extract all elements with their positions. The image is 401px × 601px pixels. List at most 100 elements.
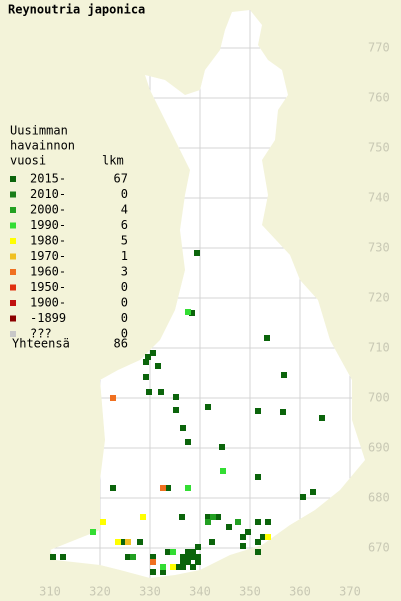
legend-count: 0 <box>121 187 128 201</box>
observation-square <box>255 519 261 525</box>
observation-square <box>120 539 126 545</box>
legend-swatch <box>10 176 16 182</box>
observation-square <box>180 554 186 560</box>
observation-square <box>185 485 191 491</box>
observation-square <box>165 485 171 491</box>
observation-square <box>190 549 196 555</box>
observation-square <box>265 519 271 525</box>
legend-label: 2015- <box>30 172 66 186</box>
observation-square <box>170 549 176 555</box>
legend-label: 1960- <box>30 265 66 279</box>
legend-label: 1990- <box>30 218 66 232</box>
observation-square <box>180 564 186 570</box>
observation-square <box>260 534 266 540</box>
observation-square <box>219 444 225 450</box>
observation-square <box>209 539 215 545</box>
observation-square <box>160 569 166 575</box>
observation-square <box>180 559 186 565</box>
observation-square <box>170 564 176 570</box>
observation-square <box>158 389 164 395</box>
legend-label: 1950- <box>30 280 66 294</box>
observation-square <box>137 539 143 545</box>
observation-square <box>190 564 196 570</box>
legend-count: 0 <box>121 280 128 294</box>
observation-square <box>173 407 179 413</box>
x-tick-label: 330 <box>139 585 161 599</box>
finland-outline <box>50 10 365 578</box>
observation-square <box>130 554 136 560</box>
observation-square <box>255 408 261 414</box>
observations <box>50 250 325 575</box>
observation-square <box>240 543 246 549</box>
legend-swatch <box>10 238 16 244</box>
x-tick-label: 340 <box>189 585 211 599</box>
total-label: Yhteensä <box>12 337 70 351</box>
observation-square <box>173 394 179 400</box>
observation-square <box>165 549 171 555</box>
observation-square <box>205 514 211 520</box>
observation-square <box>185 549 191 555</box>
observation-square <box>319 415 325 421</box>
observation-square <box>60 554 66 560</box>
y-tick-label: 760 <box>368 91 390 105</box>
observation-square <box>280 409 286 415</box>
legend-count: 0 <box>121 296 128 310</box>
y-tick-label: 710 <box>368 341 390 355</box>
legend-swatch <box>10 253 16 260</box>
observation-square <box>155 363 161 369</box>
legend-count-header: lkm <box>102 154 124 168</box>
y-tick-label: 730 <box>368 241 390 255</box>
legend-title: vuosi <box>10 154 46 168</box>
legend: 2015- 67 2010- 0 2000- 4 1990- 6 1980- 5 1970- 1 196… <box>10 172 128 351</box>
legend-title: Uusimman <box>10 124 68 138</box>
observation-square <box>143 359 149 365</box>
x-tick-label: 350 <box>239 585 261 599</box>
observation-square <box>195 544 201 550</box>
observation-square <box>150 559 156 565</box>
y-tick-label: 680 <box>368 491 390 505</box>
observation-square <box>50 554 56 560</box>
legend-swatch <box>10 315 16 322</box>
legend-count: 5 <box>121 234 128 248</box>
x-tick-label: 370 <box>339 585 361 599</box>
y-tick-label: 670 <box>368 541 390 555</box>
observation-square <box>300 494 306 500</box>
legend-label: ??? <box>30 327 52 341</box>
observation-square <box>185 554 191 560</box>
observation-square <box>264 335 270 341</box>
observation-square <box>255 549 261 555</box>
observation-square <box>205 519 211 525</box>
observation-square <box>235 519 241 525</box>
legend-swatch <box>10 300 16 306</box>
y-tick-label: 720 <box>368 291 390 305</box>
legend-count: 1 <box>121 249 128 263</box>
legend-label: 1900- <box>30 296 66 310</box>
x-tick-label: 360 <box>289 585 311 599</box>
observation-square <box>180 425 186 431</box>
legend-swatch <box>10 222 16 229</box>
observation-square <box>189 310 195 316</box>
legend-swatch <box>10 269 16 275</box>
observation-square <box>215 514 221 520</box>
legend-swatch <box>10 284 16 291</box>
observation-square <box>205 404 211 410</box>
total-count: 86 <box>114 337 128 351</box>
legend-count: 0 <box>121 327 128 341</box>
observation-square <box>110 485 116 491</box>
legend-label: 1980- <box>30 234 66 248</box>
observation-square <box>240 534 246 540</box>
observation-square <box>210 514 216 520</box>
observation-square <box>140 514 146 520</box>
observation-square <box>150 569 156 575</box>
observation-square <box>145 354 151 360</box>
y-tick-label: 770 <box>368 41 390 55</box>
legend-title: havainnon <box>10 139 75 153</box>
y-tick-label: 750 <box>368 141 390 155</box>
observation-square <box>115 539 121 545</box>
observation-square <box>179 514 185 520</box>
observation-square <box>110 395 116 401</box>
legend-count: 6 <box>121 218 128 232</box>
observation-square <box>150 350 156 356</box>
observation-square <box>194 250 200 256</box>
